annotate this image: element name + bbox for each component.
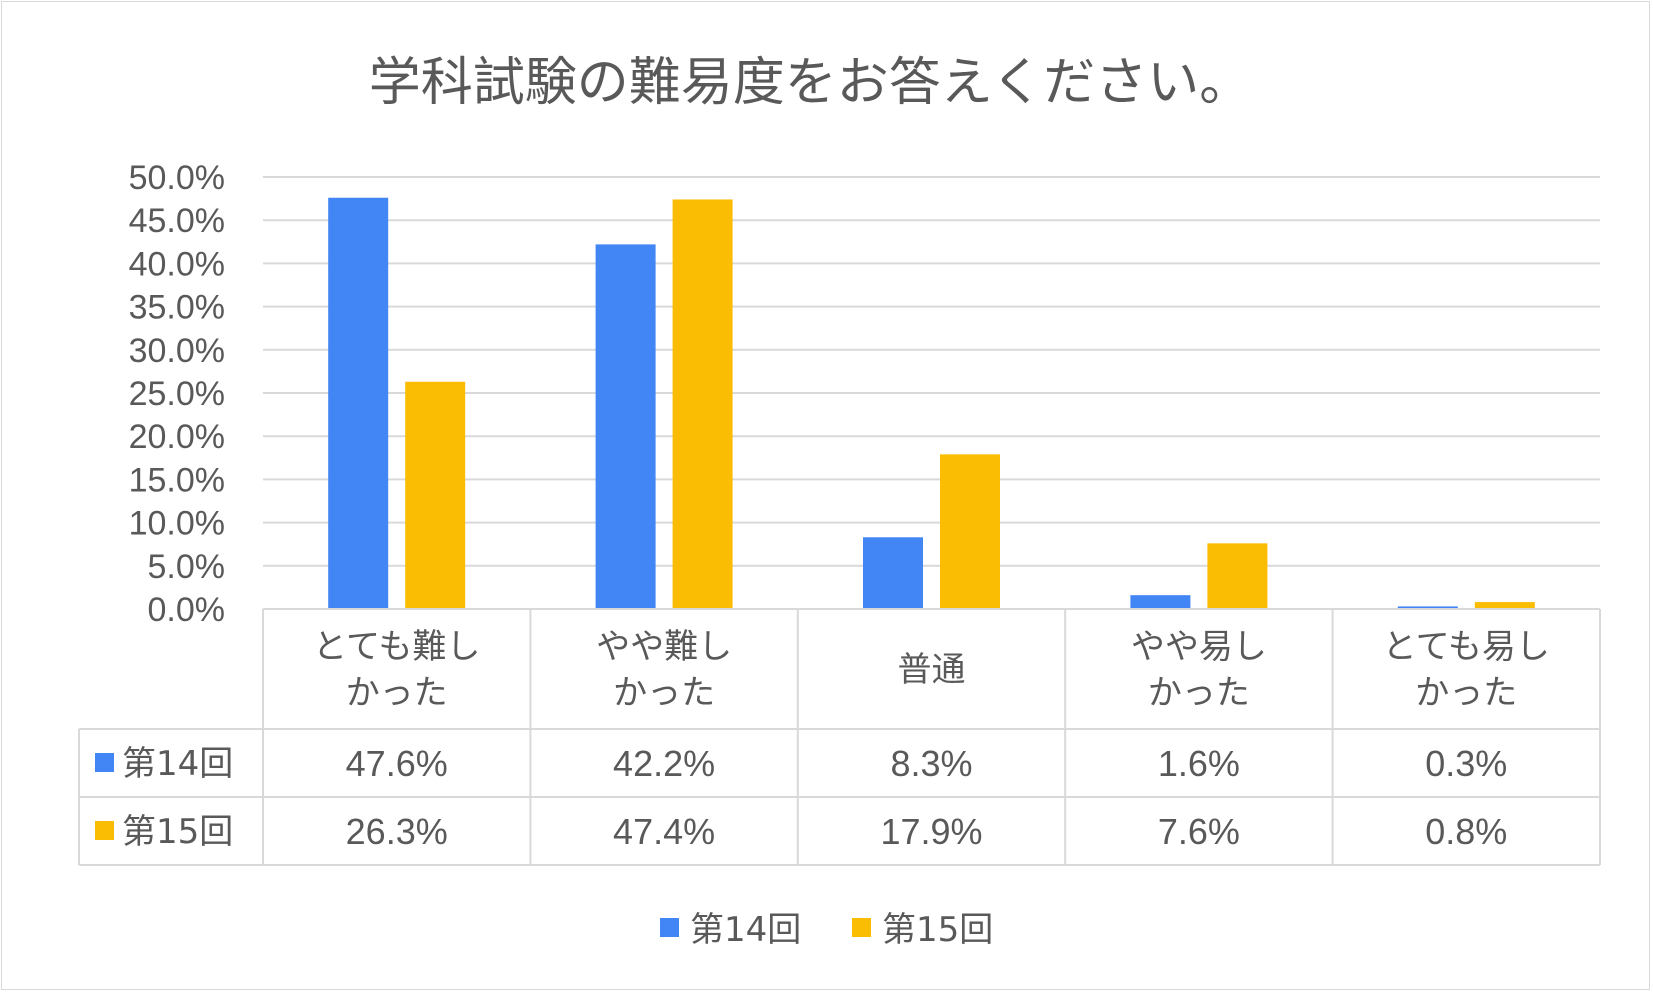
bar-第14回-0 (328, 197, 389, 609)
y-tick-label: 35.0% (129, 289, 225, 327)
bar-第15回-2 (940, 454, 1000, 609)
y-tick-label: 0.0% (148, 591, 226, 629)
bar-第15回-4 (1474, 602, 1535, 609)
table-cell-value: 47.6% (346, 743, 448, 784)
legend-swatch (660, 918, 679, 937)
category-label: かった (1415, 673, 1517, 713)
y-tick-label: 30.0% (129, 332, 225, 370)
table-cell-value: 26.3% (346, 811, 448, 852)
table-row-label: 第15回 (122, 812, 233, 852)
legend: 第14回 第15回 (660, 910, 993, 950)
y-tick-label: 20.0% (129, 418, 225, 456)
table-cell-value: 8.3% (890, 743, 972, 784)
table-cell-value: 7.6% (1158, 811, 1240, 852)
table-cell-value: 0.3% (1425, 743, 1507, 784)
table-legend-key (95, 821, 114, 840)
y-tick-label: 15.0% (129, 461, 225, 499)
y-tick-label: 45.0% (129, 202, 225, 240)
table-cell-value: 17.9% (880, 811, 982, 852)
bar-第15回-1 (672, 199, 733, 610)
y-tick-label: 25.0% (129, 375, 225, 413)
y-tick-label: 40.0% (129, 245, 225, 283)
table-legend-key (95, 753, 114, 772)
bars (328, 197, 1535, 610)
table-cell-value: 47.4% (613, 811, 715, 852)
bar-第15回-3 (1207, 543, 1268, 609)
chart-title: 学科試験の難易度をお答えください。 (369, 53, 1251, 113)
table-row-label: 第14回 (122, 744, 233, 784)
y-axis-tick-labels: 0.0% 5.0% 10.0% 15.0% 20.0% 25.0% 30.0% 35.0% 40… (129, 159, 225, 629)
category-label: かった (346, 673, 448, 713)
category-label: やや難し (596, 627, 732, 667)
table-cell-value: 42.2% (613, 743, 715, 784)
legend-swatch (852, 918, 871, 937)
y-tick-label: 10.0% (129, 505, 225, 543)
y-tick-label: 50.0% (129, 159, 225, 197)
table-cell-value: 1.6% (1158, 743, 1240, 784)
bar-第14回-4 (1397, 606, 1458, 609)
category-label: とても易し (1383, 627, 1550, 667)
bar-第14回-3 (1130, 595, 1191, 609)
bar-第15回-0 (405, 381, 466, 609)
category-label: やや易し (1131, 627, 1267, 667)
table-cell-value: 0.8% (1425, 811, 1507, 852)
category-label: かった (1148, 673, 1250, 713)
legend-label: 第14回 (690, 910, 801, 950)
legend-label: 第15回 (882, 910, 993, 950)
y-tick-label: 5.0% (148, 548, 226, 586)
category-label: とても難し (313, 627, 480, 667)
category-label: 普通 (898, 650, 966, 690)
category-label: かった (613, 673, 715, 713)
gridlines (263, 176, 1600, 567)
bar-第14回-1 (595, 244, 656, 609)
bar-第14回-2 (863, 537, 923, 609)
